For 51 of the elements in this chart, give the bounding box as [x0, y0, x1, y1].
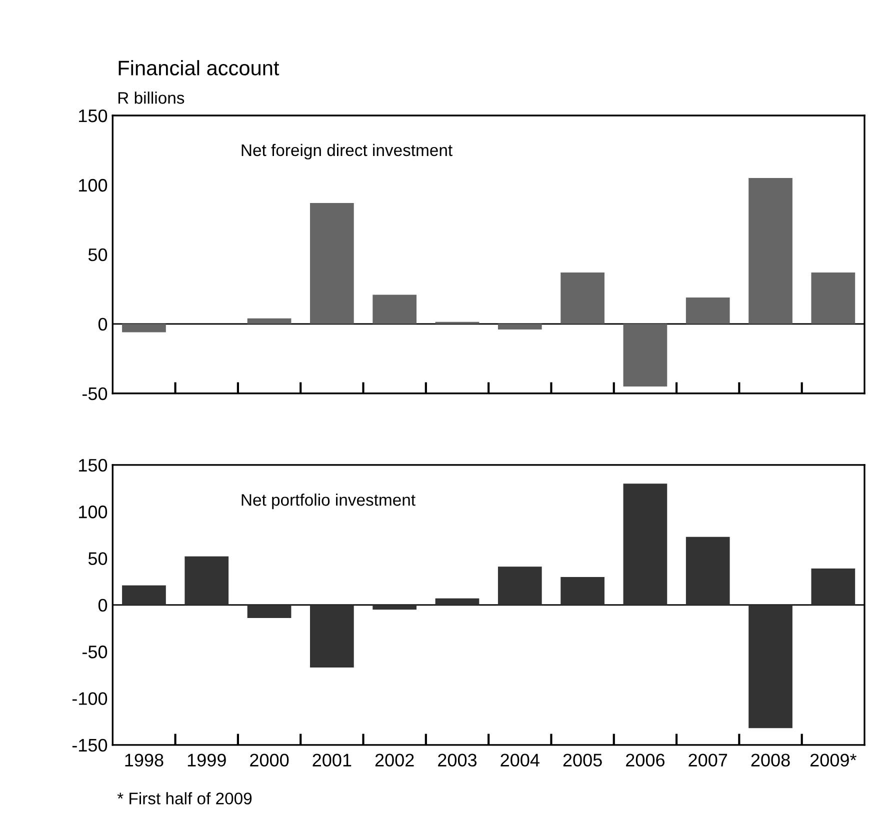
y-tick-label: 0 [98, 318, 108, 331]
bar [686, 298, 730, 324]
x-tick-label: 2006 [626, 754, 664, 767]
bar [247, 604, 292, 618]
x-tick-label: 2007 [688, 754, 728, 767]
annotation: Net foreign direct investment [242, 144, 452, 160]
x-tick-label: 2009* [810, 754, 856, 767]
bar [811, 272, 856, 324]
bar [560, 272, 604, 324]
bar [498, 566, 542, 605]
x-tick-label: 2002 [375, 754, 414, 767]
bar [122, 585, 166, 605]
x-tick-label: 2004 [500, 754, 540, 767]
y-tick-label: 100 [79, 506, 108, 518]
chart-title: Financial account [118, 60, 280, 76]
bar [310, 203, 354, 324]
x-tick-label: 2008 [751, 754, 790, 767]
y-tick-label: 150 [79, 458, 108, 472]
y-tick-label: 50 [88, 248, 108, 262]
y-tick-label: -100 [72, 692, 108, 705]
text: * First half of 2009 [117, 792, 252, 804]
bar [310, 604, 354, 668]
bar [811, 568, 856, 605]
bar [623, 324, 668, 386]
bar [560, 576, 604, 605]
bar [748, 178, 792, 324]
y-tick-label: 100 [79, 178, 108, 192]
x-tick-label: 2000 [250, 754, 289, 767]
x-tick-label: 2005 [563, 754, 602, 767]
x-tick-label: 1999 [188, 754, 226, 767]
bar [122, 324, 166, 332]
y-tick-label: 50 [88, 552, 108, 565]
y-tick-label: -50 [82, 646, 108, 658]
y-tick-label: 0 [98, 598, 108, 612]
bar [435, 598, 480, 605]
x-tick-label: 1998 [125, 754, 164, 767]
bar [372, 604, 417, 610]
y-tick-label: -50 [82, 387, 108, 400]
bar [498, 324, 542, 330]
bar [748, 604, 792, 728]
y-tick-label: -150 [72, 738, 108, 752]
y-tick-label: 150 [79, 109, 108, 122]
y-axis-title: R billions [118, 92, 184, 104]
bar [372, 294, 417, 324]
bar [623, 484, 668, 605]
bar [184, 556, 229, 605]
bar [247, 318, 292, 324]
x-tick-label: 2001 [312, 754, 352, 767]
x-tick-label: 2003 [438, 754, 477, 767]
bar [686, 536, 730, 605]
annotation: Net portfolio investment [242, 494, 416, 510]
